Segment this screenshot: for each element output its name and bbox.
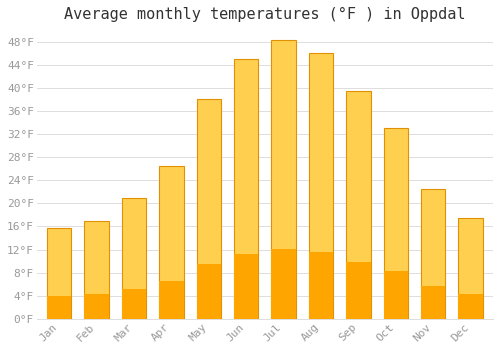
Bar xyxy=(458,218,483,319)
Bar xyxy=(122,198,146,319)
Bar xyxy=(47,228,72,319)
FancyBboxPatch shape xyxy=(384,271,408,319)
Bar xyxy=(196,99,221,319)
FancyBboxPatch shape xyxy=(272,249,295,319)
Bar xyxy=(159,166,184,319)
FancyBboxPatch shape xyxy=(159,281,184,319)
FancyBboxPatch shape xyxy=(84,294,108,319)
FancyBboxPatch shape xyxy=(196,264,221,319)
Bar xyxy=(234,59,258,319)
Bar xyxy=(84,221,108,319)
FancyBboxPatch shape xyxy=(122,288,146,319)
Bar xyxy=(346,91,370,319)
FancyBboxPatch shape xyxy=(234,254,258,319)
FancyBboxPatch shape xyxy=(458,294,483,319)
Bar xyxy=(384,128,408,319)
FancyBboxPatch shape xyxy=(346,262,370,319)
FancyBboxPatch shape xyxy=(421,286,446,319)
Title: Average monthly temperatures (°F ) in Oppdal: Average monthly temperatures (°F ) in Op… xyxy=(64,7,466,22)
FancyBboxPatch shape xyxy=(47,296,72,319)
Bar xyxy=(421,189,446,319)
Bar xyxy=(272,41,295,319)
Bar xyxy=(309,53,333,319)
FancyBboxPatch shape xyxy=(309,252,333,319)
